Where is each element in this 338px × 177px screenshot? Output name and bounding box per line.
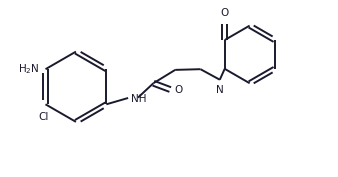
Text: O: O <box>221 8 229 18</box>
Text: O: O <box>174 85 183 95</box>
Text: NH: NH <box>131 94 146 104</box>
Text: N: N <box>216 85 224 95</box>
Text: Cl: Cl <box>39 112 49 122</box>
Text: H$_2$N: H$_2$N <box>18 62 39 76</box>
